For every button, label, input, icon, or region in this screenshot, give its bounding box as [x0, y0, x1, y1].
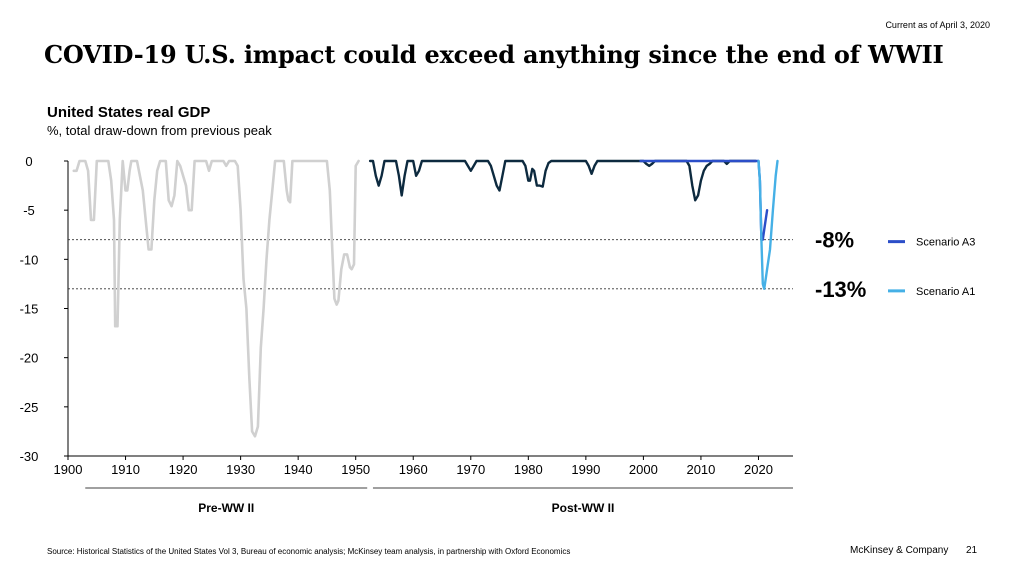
x-tick-label: 1940 [284, 462, 313, 477]
period-label: Post-WW II [552, 501, 615, 515]
reference-label: -8% [815, 228, 854, 253]
page-number: 21 [966, 545, 978, 556]
x-tick-label: 2010 [686, 462, 715, 477]
reference-label: -13% [815, 277, 866, 302]
x-tick-label: 1960 [399, 462, 428, 477]
brand-name: McKinsey & Company [850, 545, 949, 556]
y-tick-label: -20 [20, 351, 39, 366]
y-tick-label: -10 [20, 252, 39, 267]
y-tick-label: -5 [23, 203, 35, 218]
slide-title: COVID-19 U.S. impact could exceed anythi… [44, 40, 944, 69]
series-line [757, 159, 779, 290]
x-tick-label: 1980 [514, 462, 543, 477]
x-tick-label: 1950 [341, 462, 370, 477]
x-tick-label: 1910 [111, 462, 140, 477]
x-tick-label: 2000 [629, 462, 658, 477]
y-tick-label: -30 [20, 449, 39, 464]
y-tick-label: -15 [20, 302, 39, 317]
legend-label: Scenario A1 [916, 286, 975, 298]
chart-title: United States real GDP [47, 104, 211, 121]
x-tick-label: 1990 [571, 462, 600, 477]
period-label: Pre-WW II [198, 501, 254, 515]
x-tick-label: 1900 [54, 462, 83, 477]
current-as-of-note: Current as of April 3, 2020 [885, 20, 990, 30]
series-line [368, 159, 757, 202]
legend-label: Scenario A3 [916, 237, 975, 249]
x-tick-label: 2020 [744, 462, 773, 477]
y-tick-label: 0 [25, 154, 32, 169]
x-tick-label: 1920 [169, 462, 198, 477]
x-tick-label: 1930 [226, 462, 255, 477]
y-tick-label: -25 [20, 400, 39, 415]
chart-subtitle: %, total draw-down from previous peak [47, 123, 272, 138]
series-line [72, 159, 360, 438]
source-note: Source: Historical Statistics of the Uni… [47, 547, 571, 556]
x-tick-label: 1970 [456, 462, 485, 477]
